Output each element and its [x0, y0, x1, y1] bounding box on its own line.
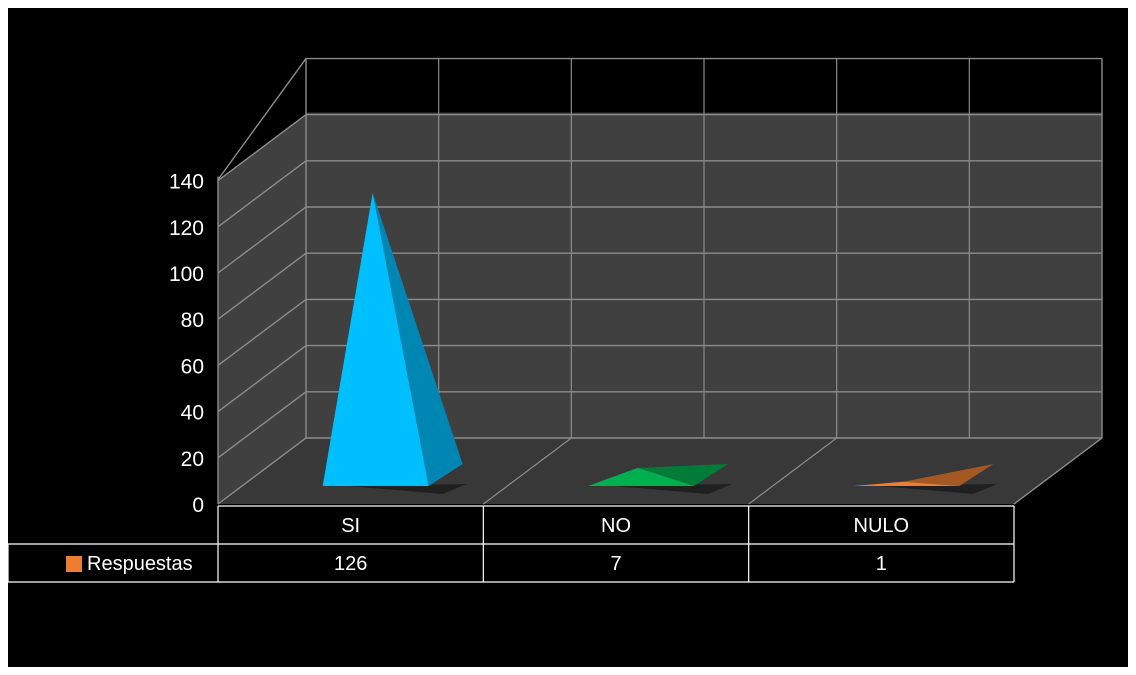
pyramid-side-1: [638, 464, 728, 486]
y-tick-label-5: 100: [169, 263, 204, 286]
legend-swatch: [66, 556, 82, 572]
pyramid-chart: 0 20 40 60 80 100 120 140 SI 126 NO 7 NULO 1 Respuesta…: [8, 57, 1103, 583]
pyramid-shadow-1: [614, 484, 732, 494]
pyramid-front-2: [853, 481, 960, 486]
y-tick-label-3: 60: [181, 355, 204, 378]
floor-right-edge: [1013, 437, 1103, 505]
y-tick-label-0: 0: [192, 494, 204, 517]
floor-divider-2: [748, 437, 838, 505]
pyramid-side-0: [372, 192, 463, 486]
category-label-1: NO: [601, 515, 631, 537]
pyramid-front-0: [322, 192, 429, 486]
y-tick-label-6: 120: [169, 217, 204, 240]
chart-frame: 0 20 40 60 80 100 120 140 SI 126 NO 7 NULO 1 Respuesta…: [8, 8, 1128, 667]
category-label-0: SI: [341, 515, 360, 537]
data-label-0: 126: [334, 553, 367, 575]
data-label-1: 7: [610, 553, 621, 575]
data-label-2: 1: [876, 553, 887, 575]
side-wall: [218, 114, 306, 504]
y-tick-label-7: 140: [169, 171, 204, 194]
category-label-2: NULO: [854, 515, 910, 537]
pyramid-front-1: [588, 467, 694, 486]
pyramid-shadow-0: [348, 484, 467, 494]
legend-label: Respuestas: [87, 553, 193, 575]
pyramid-shadow-2: [879, 484, 998, 494]
y-tick-label-1: 20: [181, 448, 204, 471]
y-tick-label-2: 40: [181, 402, 204, 425]
y-tick-label-4: 80: [181, 309, 204, 332]
floor-divider-1: [482, 437, 572, 505]
pyramid-side-2: [903, 464, 994, 486]
